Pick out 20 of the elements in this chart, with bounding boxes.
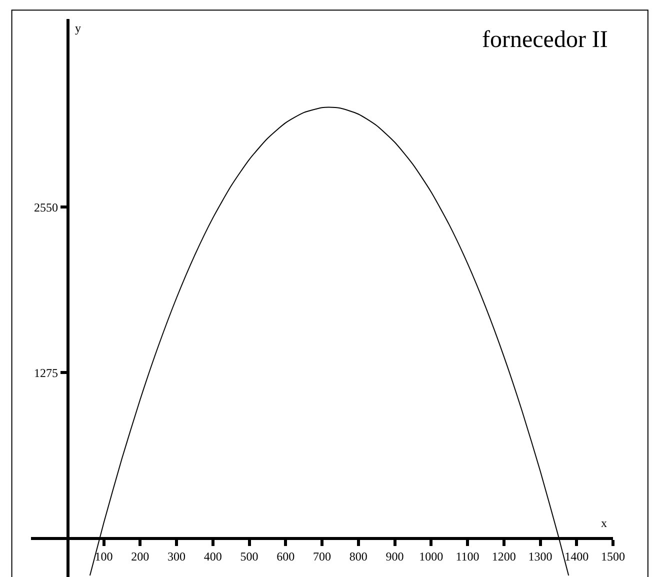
x-tick-label: 1300 [528, 549, 552, 564]
x-axis-title: x [601, 516, 607, 530]
x-tick-label: 1500 [601, 549, 625, 564]
chart-title: fornecedor II [482, 27, 608, 53]
x-tick-label: 900 [386, 549, 404, 564]
x-tick-label: 1100 [456, 549, 480, 564]
y-axis-title: y [75, 21, 81, 35]
x-tick-label: 300 [168, 549, 186, 564]
y-tick-label: 2550 [34, 200, 58, 214]
x-tick-label: 600 [276, 549, 295, 564]
x-tick-label: 700 [313, 549, 331, 564]
x-tick-label: 500 [240, 549, 258, 564]
x-tick-label: 1400 [564, 549, 589, 564]
x-tick-label: 1000 [419, 549, 444, 564]
x-tick-label: 100 [94, 549, 113, 564]
y-tick-label: 1275 [34, 366, 58, 380]
x-tick-label: 800 [349, 549, 368, 564]
x-tick-label: 400 [204, 549, 222, 564]
x-tick-label: 1200 [492, 549, 516, 564]
x-tick-label: 200 [131, 549, 150, 564]
